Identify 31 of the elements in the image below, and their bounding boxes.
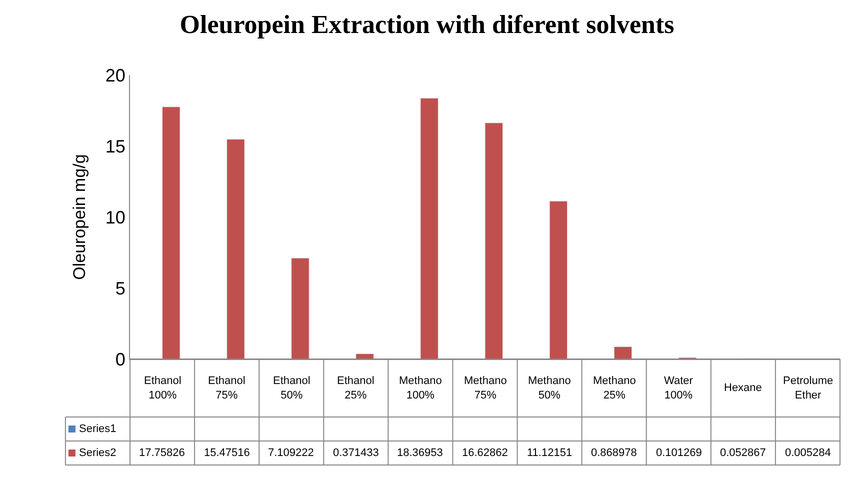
y-tick-label: 15 <box>105 136 126 156</box>
legend-label: Series1 <box>79 423 116 435</box>
x-tick-label: Hexane <box>724 382 762 394</box>
data-label: 11.12151 <box>527 447 572 459</box>
x-tick-label: Methano 50% <box>528 375 571 402</box>
data-label: 7.109222 <box>268 447 314 459</box>
y-tick-label: 20 <box>105 65 126 86</box>
x-tick-label: Methano 75% <box>464 375 507 402</box>
y-tick-label: 0 <box>115 349 126 370</box>
y-tick-label: 10 <box>105 207 126 228</box>
legend-label: Series2 <box>79 447 116 459</box>
data-label: 0.052867 <box>720 447 766 459</box>
x-tick-label: Ethanol 75% <box>208 375 246 402</box>
x-tick-label: Methano 25% <box>593 375 636 402</box>
chart-title: Oleuropein Extraction with diferent solvents <box>180 10 674 40</box>
y-tick-label: 5 <box>115 278 126 298</box>
x-tick-label: Ethanol 100% <box>144 375 182 402</box>
x-tick-label: Ethanol 50% <box>273 375 310 402</box>
x-tick-label: Methano 100% <box>399 375 442 402</box>
y-axis-title: Oleuropein mg/g <box>70 154 89 280</box>
x-tick-label: Water 100% <box>664 375 694 402</box>
data-label: 0.005284 <box>785 447 831 459</box>
data-label: 15.47516 <box>204 447 250 459</box>
data-label: 16.62862 <box>462 447 508 459</box>
data-label: 0.101269 <box>656 447 702 459</box>
x-tick-label: Ethanol 25% <box>337 375 374 402</box>
x-tick-label: Petrolume Ether <box>783 375 834 402</box>
data-label: 18.36953 <box>397 447 443 459</box>
data-label: 0.371433 <box>333 447 379 459</box>
data-label: 0.868978 <box>591 447 637 459</box>
data-label: 17.75826 <box>139 447 185 459</box>
